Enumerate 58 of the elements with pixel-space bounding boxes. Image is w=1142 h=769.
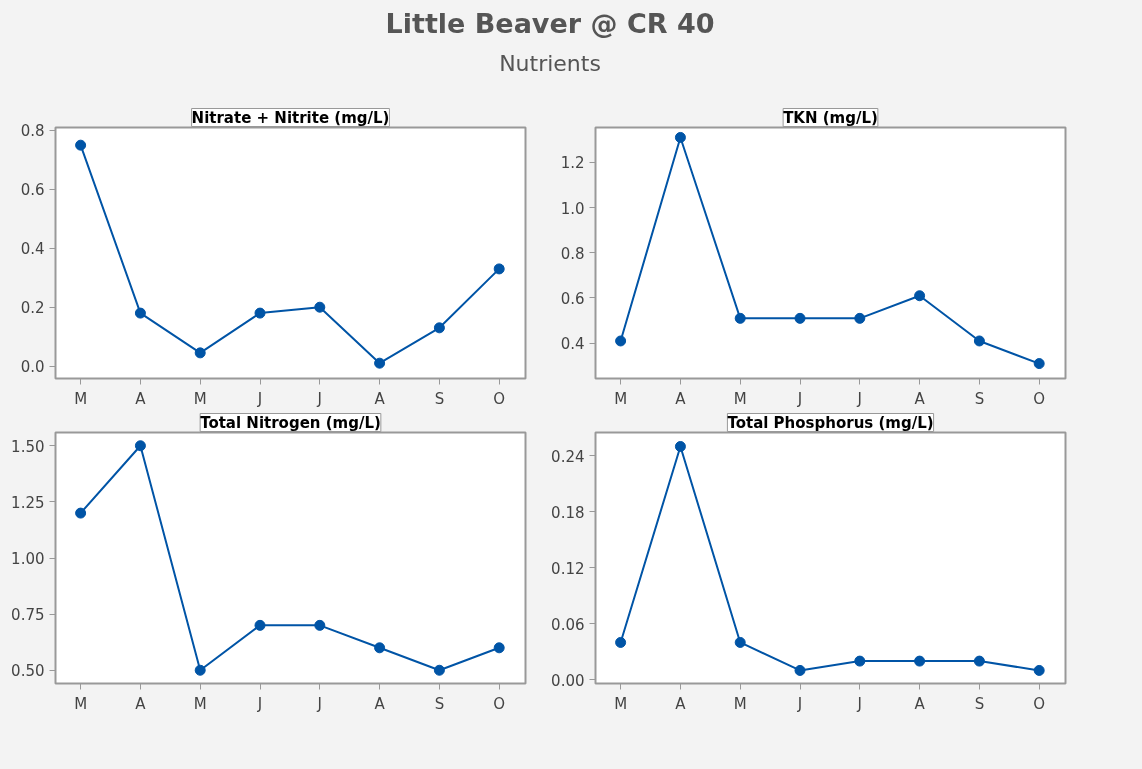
y-tick-label: 0.75 [11, 606, 45, 625]
y-tick-label: 0.4 [20, 240, 45, 259]
x-tick-label: J [856, 389, 863, 408]
x-tick-label: O [493, 694, 506, 713]
x-tick-label: M [74, 694, 88, 713]
x-tick-label: M [614, 389, 628, 408]
x-tick-label: J [796, 694, 803, 713]
x-tick-label: M [733, 389, 747, 408]
y-tick-label: 0.12 [551, 559, 585, 578]
y-tick-label: 0.4 [560, 335, 585, 354]
chart-title: Nitrate + Nitrite (mg/L) [191, 108, 390, 127]
y-tick-label: 0.24 [551, 447, 585, 466]
x-tick-label: J [856, 694, 863, 713]
x-tick-label: J [316, 694, 323, 713]
x-tick-label: A [675, 389, 687, 408]
x-tick-label: A [675, 694, 687, 713]
y-tick-label: 1.2 [560, 154, 585, 173]
text: Nutrients [498, 49, 602, 78]
y-tick-label: 0.0 [20, 358, 45, 377]
y-tick-label: 0.6 [560, 290, 585, 308]
chart-title: TKN (mg/L) [783, 108, 878, 127]
x-tick-label: S [974, 389, 985, 408]
x-tick-label: J [256, 694, 263, 713]
x-tick-label: M [614, 694, 628, 713]
y-tick-label: 0.2 [20, 299, 45, 318]
chart-title: Total Nitrogen (mg/L) [200, 413, 381, 432]
y-tick-label: 1.50 [11, 437, 45, 456]
x-tick-label: A [135, 389, 147, 408]
x-tick-label: M [193, 389, 207, 408]
x-tick-label: M [74, 389, 88, 408]
y-tick-label: 1.25 [11, 493, 45, 512]
x-tick-label: A [914, 694, 926, 713]
y-tick-label: 1.00 [11, 550, 45, 568]
x-tick-label: O [1033, 389, 1046, 408]
y-tick-label: 0.6 [20, 181, 45, 200]
x-tick-label: J [796, 389, 803, 408]
y-tick-label: 0.8 [560, 244, 585, 263]
y-tick-label: 0.18 [551, 503, 585, 522]
text: Little Beaver @ CR 40 [384, 7, 716, 41]
y-tick-label: 0.8 [20, 122, 45, 141]
y-tick-label: 0.00 [551, 671, 585, 690]
x-tick-label: S [974, 694, 985, 713]
x-tick-label: A [135, 694, 147, 713]
x-tick-label: S [434, 694, 445, 713]
y-tick-label: 0.50 [11, 662, 45, 681]
x-tick-label: M [193, 694, 207, 713]
x-tick-label: S [434, 389, 445, 408]
x-tick-label: A [914, 389, 926, 408]
x-tick-label: J [256, 389, 263, 408]
x-tick-label: O [1033, 694, 1046, 713]
y-tick-label: 1.0 [560, 199, 585, 218]
chart-title: Total Phosphorus (mg/L) [727, 413, 934, 432]
y-tick-label: 0.06 [551, 615, 585, 634]
x-tick-label: M [733, 694, 747, 713]
x-tick-label: J [316, 389, 323, 408]
x-tick-label: A [374, 694, 386, 713]
x-tick-label: A [374, 389, 386, 408]
x-tick-label: O [493, 389, 506, 408]
